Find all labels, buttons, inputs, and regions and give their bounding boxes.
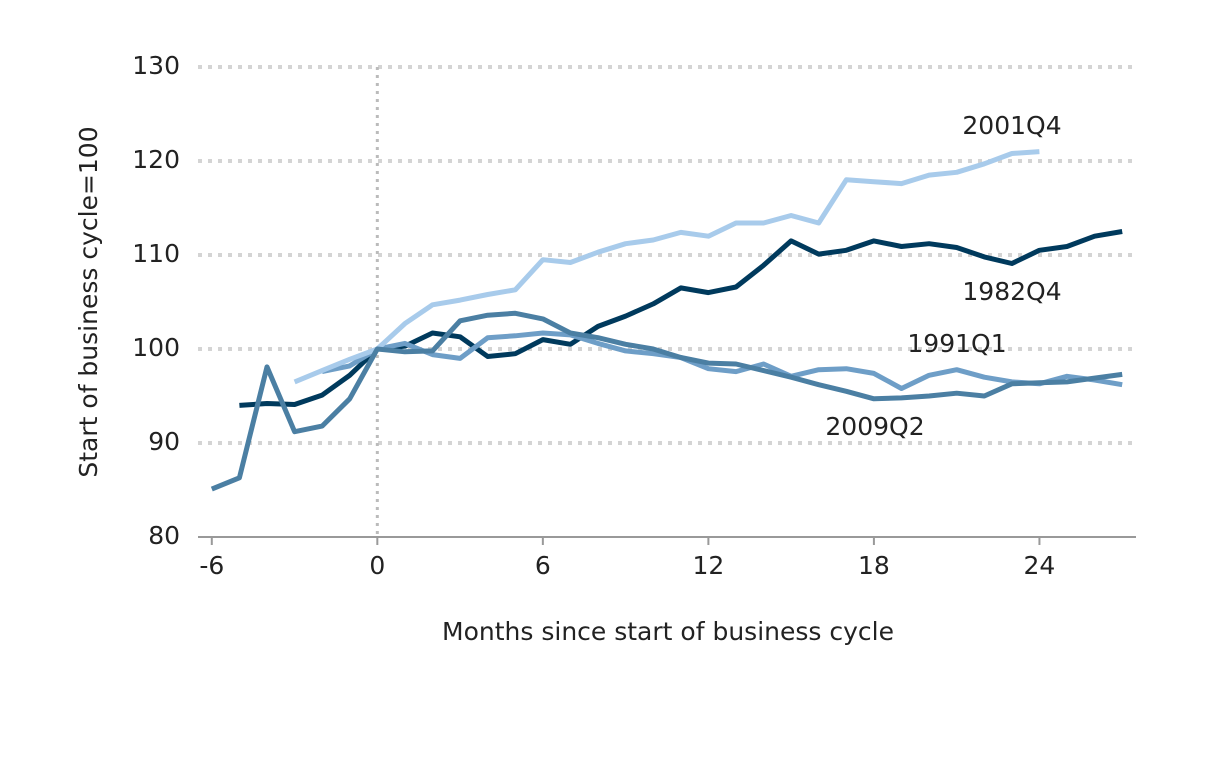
y-axis-title: Start of business cycle=100 [74,126,103,477]
y-tick-label: 80 [148,521,180,550]
series-line [293,149,1040,385]
x-tick-label: 0 [369,551,385,580]
series-label: 1991Q1 [907,329,1006,358]
y-tick-label: 120 [132,145,180,174]
series-label: 2001Q4 [962,111,1061,140]
y-tick-label: 130 [132,51,180,80]
x-tick-label: 18 [858,551,890,580]
series-line [321,330,1123,391]
y-tick-label: 110 [132,239,180,268]
series-label: 1982Q4 [962,277,1061,306]
x-tick-label: 12 [692,551,724,580]
x-tick-label: 24 [1024,551,1056,580]
series-line [210,310,1123,492]
y-tick-label: 100 [132,333,180,362]
x-axis-title: Months since start of business cycle [442,617,894,646]
series-label: 2009Q2 [825,412,924,441]
x-tick-label: -6 [199,551,224,580]
y-tick-label: 90 [148,427,180,456]
x-tick-label: 6 [535,551,551,580]
